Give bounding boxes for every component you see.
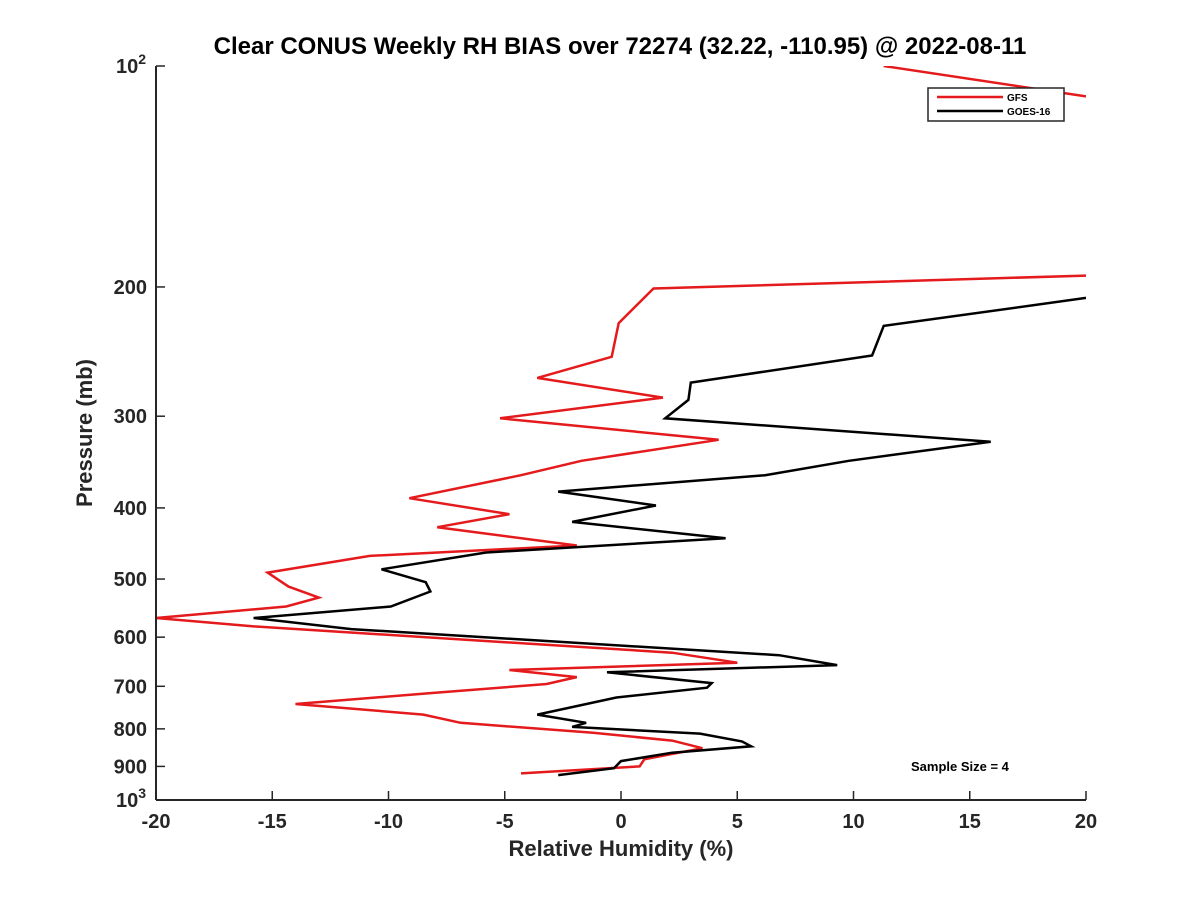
x-tick-label: -5 xyxy=(496,811,514,833)
x-tick-label: -15 xyxy=(258,811,287,833)
legend-box xyxy=(927,87,1065,122)
x-tick-label: 10 xyxy=(842,811,864,833)
y-tick-label: 600 xyxy=(114,627,147,649)
x-tick-label: 20 xyxy=(1075,811,1097,833)
x-tick-label: 15 xyxy=(959,811,981,833)
sample-size-annotation: Sample Size = 4 xyxy=(911,759,1010,774)
y-tick-label: 200 xyxy=(114,277,147,299)
plot-area xyxy=(156,66,1086,777)
x-tick-label: -20 xyxy=(142,811,171,833)
y-tick-label: 500 xyxy=(114,569,147,591)
x-ticks: -20 -15 -10 -5 0 5 10 15 20 xyxy=(142,791,1097,833)
series-line-gfs xyxy=(156,274,1086,775)
y-tick-label: 103 xyxy=(116,785,146,812)
y-tick-label: 400 xyxy=(114,498,147,520)
axes xyxy=(155,66,1086,801)
legend-label-goes16: GOES-16 xyxy=(1007,107,1051,118)
series-line-goes16 xyxy=(253,296,1086,777)
y-tick-label: 102 xyxy=(116,51,146,78)
y-ticks: 102 200 300 400 500 600 700 800 900 103 xyxy=(114,51,165,812)
y-tick-label: 700 xyxy=(114,676,147,698)
legend: GFS GOES-16 xyxy=(927,87,1065,122)
x-axis-label: Relative Humidity (%) xyxy=(509,836,734,861)
legend-label-gfs: GFS xyxy=(1007,93,1028,104)
x-tick-label: -10 xyxy=(374,811,403,833)
y-tick-label: 300 xyxy=(114,406,147,428)
chart-title: Clear CONUS Weekly RH BIAS over 72274 (3… xyxy=(214,33,1027,60)
x-tick-label: 0 xyxy=(615,811,626,833)
y-axis-label: Pressure (mb) xyxy=(72,359,97,507)
y-tick-label: 800 xyxy=(114,719,147,741)
y-tick-label: 900 xyxy=(114,756,147,778)
x-tick-label: 5 xyxy=(732,811,743,833)
